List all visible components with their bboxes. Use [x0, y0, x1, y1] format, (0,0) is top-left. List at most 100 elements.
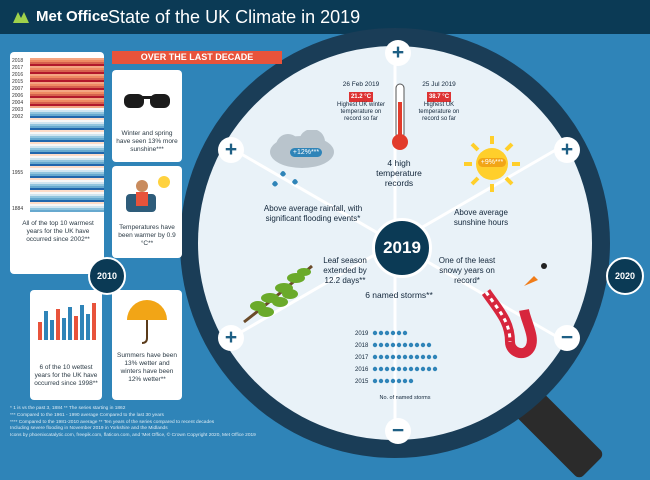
storm-dot — [378, 354, 384, 360]
expand-upper-right-button[interactable]: + — [554, 137, 580, 163]
wettest-years-chart — [38, 303, 96, 340]
expand-top-button[interactable]: + — [385, 40, 411, 66]
person-fan-icon — [126, 176, 170, 212]
storm-dot — [426, 342, 432, 348]
warming-stripe — [30, 128, 104, 130]
wettest-year-bar — [74, 316, 78, 340]
warming-stripe — [30, 116, 104, 118]
warming-stripe — [30, 76, 104, 78]
carrot-icon — [524, 263, 547, 286]
warming-stripe — [30, 90, 104, 92]
storm-dot — [384, 354, 390, 360]
footnote-line: Icons by phoenixcatalytic.com, freepik.c… — [10, 433, 256, 439]
storm-dot — [390, 354, 396, 360]
warming-stripe — [30, 168, 104, 170]
warming-stripe — [30, 184, 104, 186]
storm-dot — [396, 330, 402, 336]
warming-stripe — [30, 178, 104, 180]
warming-stripe — [30, 92, 104, 94]
warming-stripe — [30, 172, 104, 174]
warming-stripe — [30, 134, 104, 136]
storm-dot — [432, 354, 438, 360]
warming-stripe — [30, 144, 104, 146]
warming-stripe — [30, 174, 104, 176]
wettest-year-bar — [68, 307, 72, 340]
temperature-panel: Temperatures have been warmer by 0.9 °C*… — [112, 166, 182, 258]
storm-dot — [390, 342, 396, 348]
storm-dot — [378, 378, 384, 384]
warming-stripe — [30, 138, 104, 140]
temperature-caption: Temperatures have been warmer by 0.9 °C*… — [118, 224, 176, 247]
storm-dot — [396, 378, 402, 384]
storm-dot — [414, 342, 420, 348]
warming-stripe — [30, 208, 104, 210]
warming-stripe — [30, 78, 104, 80]
wettest-year-bar — [86, 314, 90, 340]
snow-headline: One of the least snowy years on record* — [438, 256, 496, 285]
warming-stripe — [30, 190, 104, 192]
warming-stripe — [30, 58, 104, 60]
umbrella-panel: Summers have been 13% wetter and winters… — [112, 290, 182, 400]
storms-headline: 6 named storms** — [365, 290, 433, 300]
warming-stripe — [30, 142, 104, 144]
warming-stripe — [30, 84, 104, 86]
warming-stripe — [30, 152, 104, 154]
sunshine-badge: +9%*** — [470, 157, 514, 168]
leaf-headline: Leaf season extended by 12.2 days** — [323, 256, 367, 285]
warming-stripe — [30, 74, 104, 76]
header-bar: Met Office State of the UK Climate in 20… — [0, 0, 650, 34]
warming-stripe — [30, 118, 104, 120]
storm-dot — [378, 366, 384, 372]
stripe-year-label: 2016 — [12, 72, 24, 78]
brand[interactable]: Met Office — [12, 8, 109, 25]
storm-dot — [372, 378, 378, 384]
warming-stripe — [30, 106, 104, 108]
warming-stripe — [30, 68, 104, 70]
stripes-caption: All of the top 10 warmest years for the … — [22, 220, 94, 243]
storm-dot — [390, 378, 396, 384]
warming-stripe — [30, 100, 104, 102]
warming-stripe — [30, 156, 104, 158]
warming-stripe — [30, 146, 104, 148]
decade-banner: OVER THE LAST DECADE — [112, 51, 282, 64]
warming-stripe — [30, 126, 104, 128]
stripes-year-labels: 2018 2017 2016 2015 2007 2006 2004 2003 2002 — [12, 58, 30, 121]
expand-upper-left-button[interactable]: + — [218, 137, 244, 163]
storm-dot — [372, 354, 378, 360]
collapse-lower-right-button[interactable]: − — [554, 325, 580, 351]
warming-stripe — [30, 114, 104, 116]
warming-stripe — [30, 160, 104, 162]
candle-panel: 6 of the 10 wettest years for the UK hav… — [30, 290, 102, 400]
warming-stripe — [30, 194, 104, 196]
storm-dot — [426, 354, 432, 360]
storm-year-label: 2019 — [355, 331, 369, 337]
storm-dot — [372, 342, 378, 348]
stripes-panel: 2018 2017 2016 2015 2007 2006 2004 2003 2002 195… — [10, 52, 104, 274]
warming-stripe — [30, 154, 104, 156]
warming-stripe — [30, 66, 104, 68]
storm-dot — [414, 354, 420, 360]
storm-dot — [372, 366, 378, 372]
warming-stripe — [30, 148, 104, 150]
storm-dot — [396, 354, 402, 360]
footnotes: * 1 is vs the past 3, 1884 ** The series… — [10, 406, 340, 440]
expand-lower-left-button[interactable]: + — [218, 325, 244, 351]
warming-stripe — [30, 200, 104, 202]
wettest-year-bar — [80, 305, 84, 340]
warming-stripe — [30, 102, 104, 104]
warming-stripe — [30, 170, 104, 172]
stripes-year-bottom: 1884 — [12, 206, 24, 212]
temp-value-left: 21.2 °C — [348, 92, 374, 102]
storms-chart: 2019 2018 2017 2016 2015 — [355, 330, 438, 385]
storm-dot — [420, 342, 426, 348]
wettest-year-bar — [56, 309, 60, 340]
warming-stripe — [30, 88, 104, 90]
stripe-year-label: 2002 — [12, 114, 24, 120]
stripe-year-label: 2015 — [12, 79, 24, 85]
collapse-bottom-button[interactable]: − — [385, 418, 411, 444]
center-year: 2019 — [372, 218, 432, 278]
storm-dot — [420, 366, 426, 372]
stripe-year-label: 2007 — [12, 86, 24, 92]
warming-stripe — [30, 130, 104, 132]
storm-dot — [408, 378, 414, 384]
